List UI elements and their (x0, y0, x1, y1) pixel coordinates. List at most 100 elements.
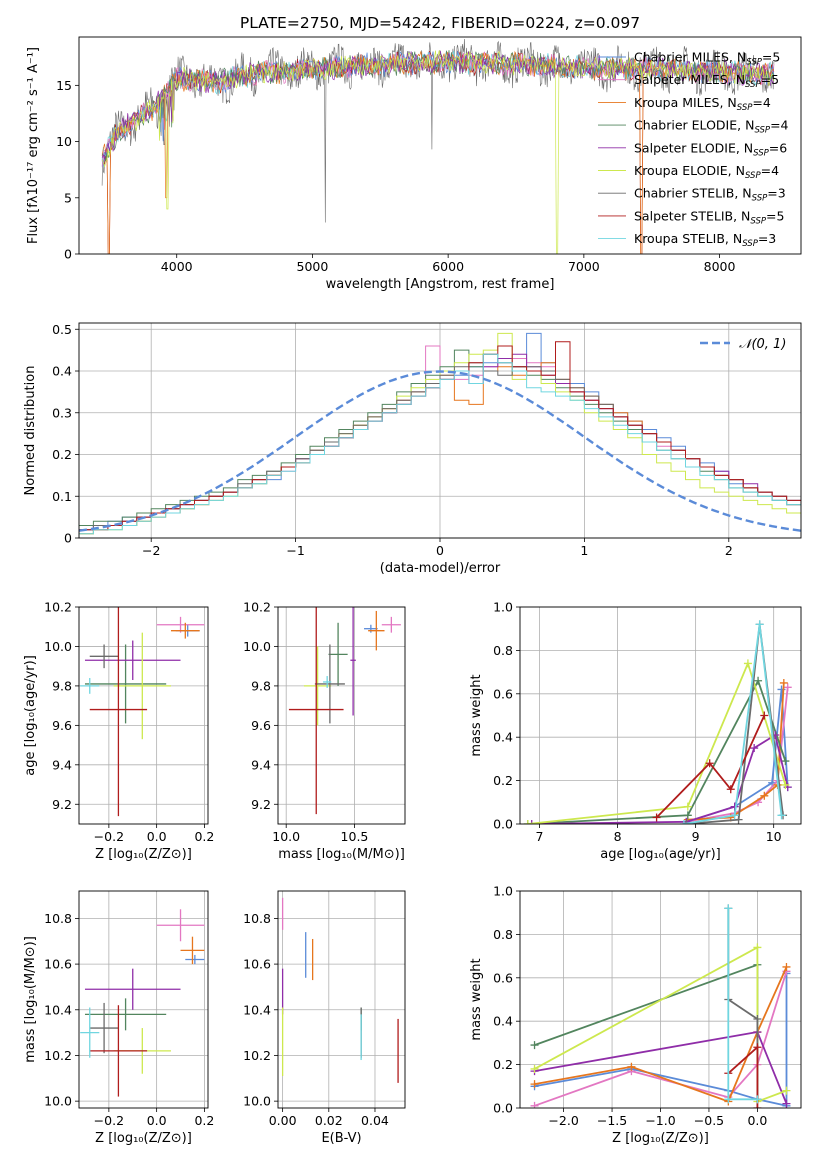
residuals-legend: 𝒩(0, 1) (700, 337, 786, 352)
y-tick-label: 0.2 (493, 773, 513, 788)
x-tick-label: −1 (286, 543, 304, 558)
weight-marker (734, 815, 743, 824)
y-tick-label: 0.0 (493, 1101, 513, 1116)
y-tick-label: 0.5 (52, 322, 72, 337)
spectrum-series-kroupa_miles (101, 50, 775, 254)
age-vs-weight-frame (519, 606, 802, 825)
spectrum-frame (78, 36, 802, 255)
y-tick-label: 10.8 (243, 911, 271, 926)
weight-marker (753, 1043, 762, 1052)
x-tick-label: 0 (436, 543, 444, 558)
y-tick-label: 9.8 (251, 678, 271, 693)
weight-marker (753, 1095, 762, 1104)
y-tick-label: 0.6 (493, 970, 513, 985)
x-tick-label: 0.04 (361, 1113, 389, 1128)
weight-marker (530, 1064, 539, 1073)
z-vs-mass-xlabel: Z [log₁₀(Z/Z⊙)] (95, 1131, 192, 1146)
y-tick-label: 0.2 (493, 1057, 513, 1072)
residual-histogram (79, 353, 801, 538)
y-tick-label: 5 (64, 190, 72, 205)
y-tick-label: 9.4 (251, 757, 271, 772)
spectrum-xlabel: wavelength [Angstrom, rest frame] (326, 277, 555, 292)
spectrum-lines (101, 38, 775, 254)
z-vs-weight-xlabel: Z [log₁₀(Z/Z⊙)] (612, 1131, 709, 1146)
legend-label: Salpeter STELIB, NSSP=5 (634, 208, 784, 226)
x-tick-label: 5000 (297, 259, 329, 274)
x-tick-label: 10 (766, 829, 782, 844)
spectrum-series-chabrier_elodie (101, 50, 775, 161)
weight-line (534, 963, 759, 1100)
y-tick-label: 9.2 (52, 797, 72, 812)
mass-vs-age-points (288, 607, 401, 815)
x-tick-label: 10.0 (272, 829, 300, 844)
legend-label: Chabrier STELIB, NSSP=3 (634, 186, 786, 204)
y-tick-label: 10 (56, 134, 72, 149)
y-tick-label: 9.8 (52, 678, 72, 693)
weight-line (531, 733, 789, 824)
z-vs-age-axes: −0.2 0.0 0.2 9.2 9.4 9.6 9.8 10.0 10.2 Z [log₁₀(Z… (23, 600, 214, 863)
y-tick-label: 10.2 (44, 600, 72, 615)
weight-line (687, 689, 789, 823)
weight-marker (683, 802, 692, 811)
y-tick-label: 10.2 (44, 1048, 72, 1063)
weight-marker (782, 1099, 791, 1108)
y-tick-label: 0.4 (493, 730, 513, 745)
residual-histogram (79, 341, 801, 538)
x-tick-label: 0.2 (194, 829, 214, 844)
z-vs-mass-ylabel: mass [log₁₀(M/M⊙)] (23, 936, 38, 1063)
weight-marker (743, 659, 752, 668)
weight-marker (627, 1062, 636, 1071)
y-tick-label: 10.2 (243, 1048, 271, 1063)
y-tick-label: 1.0 (493, 600, 513, 615)
x-tick-label: −2 (142, 543, 160, 558)
x-tick-label: 7000 (568, 259, 600, 274)
weight-marker (753, 943, 762, 952)
y-tick-label: 0.4 (493, 1014, 513, 1029)
weight-marker (783, 683, 792, 692)
age-vs-weight-ylabel: mass weight (469, 674, 484, 756)
x-tick-label: −1.0 (645, 1113, 675, 1128)
y-tick-label: 10.0 (44, 639, 72, 654)
ebv-vs-mass-points (281, 897, 399, 1083)
z-vs-weight-axes: −2.0 −1.5 −1.0 −0.5 0.0 0.0 0.2 0.4 0.6 0.8 1.0 Z [… (469, 884, 801, 1146)
residuals-frame (78, 322, 802, 539)
x-tick-label: −2.0 (548, 1113, 578, 1128)
y-tick-label: 0.3 (52, 405, 72, 420)
weight-marker (652, 813, 661, 822)
x-tick-label: −1.5 (597, 1113, 627, 1128)
z-vs-age-xlabel: Z [log₁₀(Z/Z⊙)] (95, 847, 192, 862)
y-tick-label: 10.6 (243, 957, 271, 972)
y-tick-label: 0.8 (493, 643, 513, 658)
y-tick-label: 10.4 (44, 1002, 72, 1017)
spectrum-axes: 4000 5000 6000 7000 8000 0 5 10 15 wavelength [An… (26, 47, 736, 292)
weight-marker (760, 791, 769, 800)
age-vs-weight-lines (523, 620, 792, 824)
weight-marker (750, 744, 759, 753)
weight-marker (753, 1015, 762, 1024)
legend-label: Kroupa MILES, NSSP=4 (634, 95, 771, 113)
weight-marker (530, 1041, 539, 1050)
legend-label: 𝒩(0, 1) (739, 337, 786, 352)
z-vs-mass-axes: −0.2 0.0 0.2 10.0 10.2 10.4 10.6 10.8 Z [log₁₀(Z… (23, 891, 214, 1146)
weight-marker (726, 785, 735, 794)
weight-line (527, 660, 787, 824)
weight-marker (754, 676, 763, 685)
weight-marker (753, 1104, 762, 1108)
legend-label: Kroupa ELODIE, NSSP=4 (634, 163, 779, 181)
legend-label: Salpeter ELODIE, NSSP=6 (634, 140, 787, 158)
residuals-xlabel: (data-model)/error (380, 561, 501, 576)
legend-label: Kroupa STELIB, NSSP=3 (634, 231, 776, 249)
x-tick-label: 0.00 (269, 1113, 297, 1128)
residuals-ylabel: Normed distribution (23, 366, 38, 496)
x-tick-label: 8 (614, 829, 622, 844)
ebv-vs-mass-axes: 0.00 0.02 0.04 10.0 10.2 10.4 10.6 10.8 E(B-V) (243, 891, 405, 1146)
weight-marker (781, 780, 790, 789)
z-vs-age-frame (78, 606, 209, 825)
z-vs-weight-frame (519, 890, 802, 1109)
y-tick-label: 9.2 (251, 797, 271, 812)
weight-line (534, 973, 788, 1107)
weight-marker (530, 1101, 539, 1108)
ebv-vs-mass-frame (277, 890, 406, 1109)
y-tick-label: 0 (64, 247, 72, 262)
